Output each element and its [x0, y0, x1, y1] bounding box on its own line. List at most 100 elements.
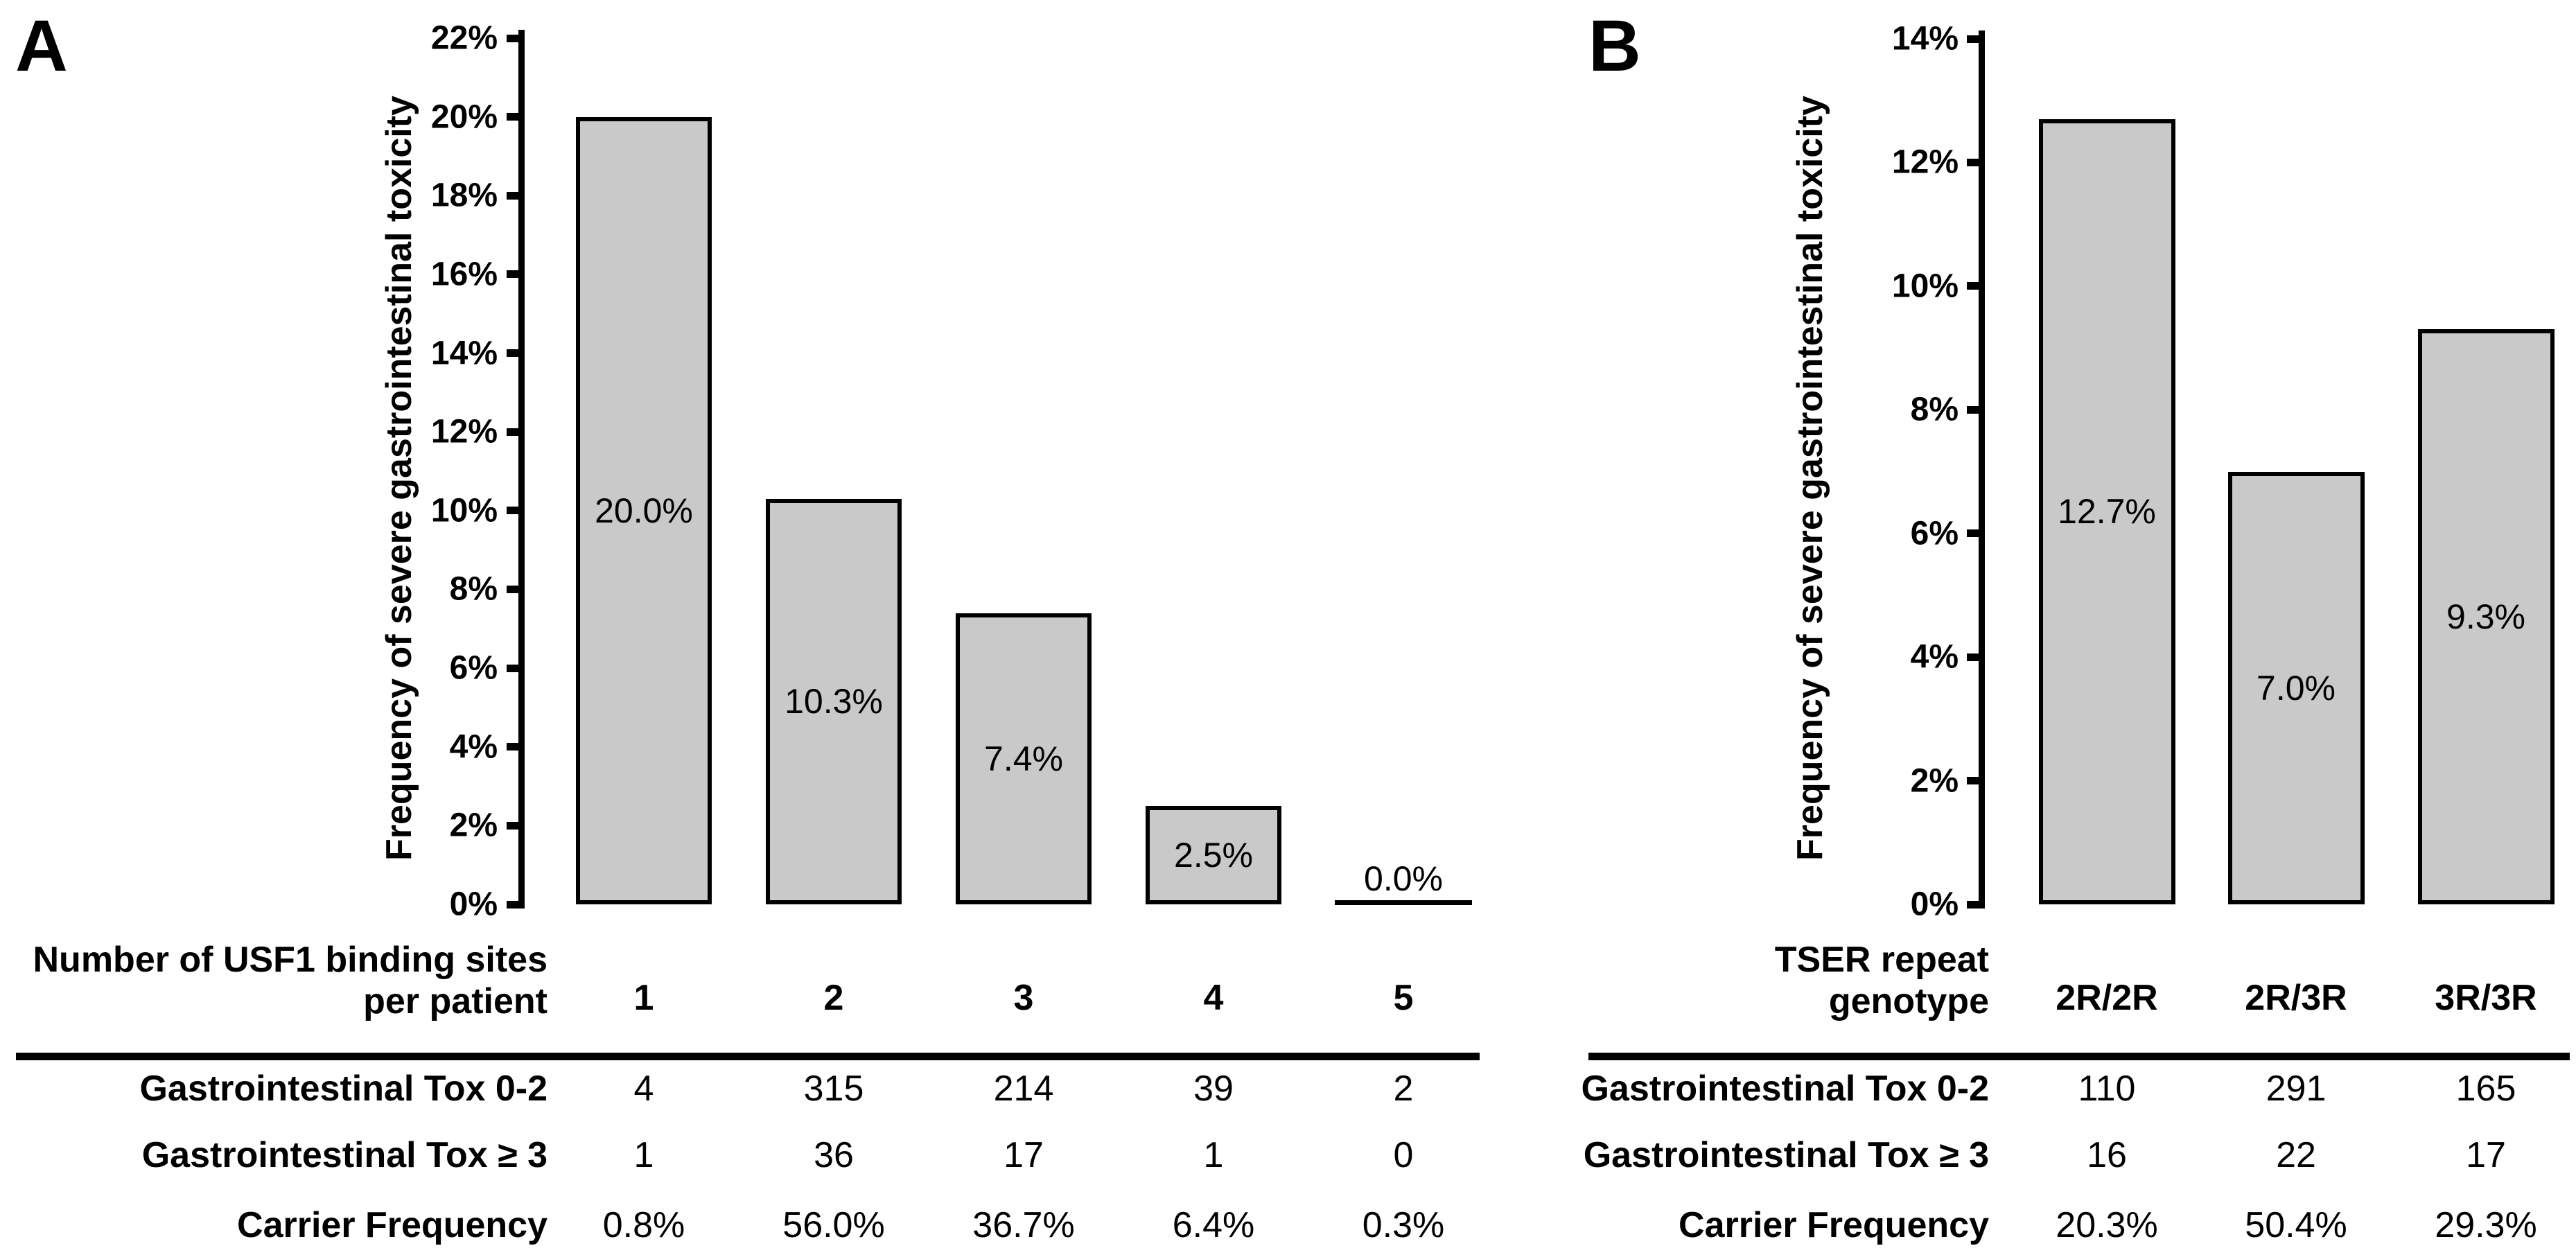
- y-axis-tick: [1967, 282, 1985, 290]
- y-axis-tick-label: 14%: [430, 335, 498, 372]
- table-cell-value: 22: [2276, 1135, 2316, 1175]
- panel-label-a: A: [15, 6, 68, 87]
- category-label: 1: [633, 978, 654, 1018]
- y-axis-tick: [507, 507, 525, 515]
- table-cell-value: 0: [1393, 1135, 1414, 1175]
- zero-height-bar-line: [1335, 900, 1472, 905]
- bar: [766, 498, 902, 904]
- bar: [2227, 471, 2365, 904]
- bar: [956, 613, 1092, 904]
- bar-value-label: 20.0%: [595, 491, 693, 530]
- y-axis-tick-label: 10%: [430, 492, 498, 529]
- table-cell-value: 50.4%: [2245, 1205, 2347, 1245]
- y-axis-tick-label: 14%: [1891, 20, 1959, 58]
- y-axis-tick-label: 4%: [1910, 638, 1959, 676]
- table-cell-value: 17: [1004, 1135, 1044, 1175]
- y-axis-tick-label: 16%: [430, 256, 498, 293]
- table-cell-value: 165: [2455, 1069, 2516, 1109]
- table-cell-value: 36.7%: [972, 1205, 1075, 1245]
- bar: [576, 116, 712, 904]
- y-axis-tick-label: 12%: [430, 413, 498, 450]
- table-cell-value: 4: [633, 1069, 654, 1109]
- table-cell-value: 315: [803, 1069, 864, 1109]
- table-cell-value: 20.3%: [2056, 1205, 2158, 1245]
- y-axis-tick-label: 12%: [1891, 143, 1959, 181]
- table-cell-value: 214: [993, 1069, 1054, 1109]
- category-label: 2R/2R: [2056, 978, 2158, 1018]
- category-label: 5: [1393, 978, 1414, 1018]
- y-axis-tick: [507, 34, 525, 42]
- table-cell-value: 17: [2466, 1135, 2506, 1175]
- panel-label-b: B: [1588, 6, 1641, 87]
- y-axis-tick: [507, 428, 525, 436]
- table-cell-value: 56.0%: [782, 1205, 885, 1245]
- bar: [1146, 805, 1281, 904]
- y-axis-tick-label: 10%: [1891, 267, 1959, 305]
- bar-value-label: 10.3%: [785, 682, 883, 721]
- y-axis-tick: [1967, 777, 1985, 785]
- y-axis-tick: [507, 113, 525, 121]
- y-axis-line: [518, 30, 525, 904]
- bar-value-label: 2.5%: [1174, 835, 1253, 875]
- table-cell-value: 291: [2266, 1069, 2327, 1109]
- y-axis-tick: [1967, 900, 1985, 909]
- y-axis-title: Frequency of severe gastrointestinal tox…: [379, 96, 419, 861]
- table-cell-value: 0.8%: [602, 1205, 685, 1245]
- table-header-line: genotype: [1828, 981, 1989, 1021]
- bar-value-label: 9.3%: [2446, 597, 2525, 637]
- bar-value-label: 7.4%: [984, 739, 1063, 778]
- table-row-label: Gastrointestinal Tox ≥ 3: [141, 1135, 547, 1175]
- table-cell-value: 29.3%: [2435, 1205, 2537, 1245]
- y-axis-tick-label: 6%: [1910, 515, 1959, 552]
- table-cell-value: 2: [1393, 1069, 1414, 1109]
- table-row-label: Gastrointestinal Tox 0-2: [1581, 1069, 1989, 1109]
- y-axis-tick: [1967, 158, 1985, 166]
- bar-value-label: 0.0%: [1364, 859, 1443, 898]
- table-cell-value: 16: [2087, 1135, 2127, 1175]
- bar-value-label: 12.7%: [2058, 492, 2156, 532]
- y-axis-tick: [1967, 35, 1985, 43]
- y-axis-tick: [507, 349, 525, 358]
- table-row-label: Gastrointestinal Tox 0-2: [139, 1069, 547, 1109]
- y-axis-tick-label: 6%: [449, 649, 498, 687]
- y-axis-tick: [1967, 653, 1985, 661]
- table-cell-value: 1: [633, 1135, 654, 1175]
- table-cell-value: 6.4%: [1172, 1205, 1255, 1245]
- table-cell-value: 36: [814, 1135, 854, 1175]
- table-header-line: Number of USF1 binding sites: [33, 940, 548, 980]
- y-axis-tick-label: 8%: [1910, 391, 1959, 428]
- table-header-line: per patient: [363, 981, 547, 1021]
- y-axis-tick: [507, 585, 525, 593]
- y-axis-title: Frequency of severe gastrointestinal tox…: [1790, 96, 1830, 861]
- bar-value-label: 7.0%: [2257, 668, 2336, 708]
- y-axis-tick: [507, 821, 525, 830]
- table-row-label: Carrier Frequency: [237, 1205, 547, 1245]
- y-axis-tick: [1967, 529, 1985, 538]
- table-cell-value: 110: [2078, 1069, 2136, 1109]
- y-axis-tick: [507, 664, 525, 672]
- y-axis-tick: [1967, 405, 1985, 414]
- y-axis-tick-label: 18%: [430, 177, 498, 214]
- bar: [2038, 119, 2175, 904]
- y-axis-tick-label: 8%: [449, 570, 498, 608]
- table-separator-line: [16, 1053, 1480, 1060]
- y-axis-tick-label: 2%: [1910, 762, 1959, 800]
- table-row-label: Gastrointestinal Tox ≥ 3: [1583, 1135, 1989, 1175]
- y-axis-tick: [507, 191, 525, 200]
- y-axis-line: [1979, 30, 1985, 904]
- y-axis-tick-label: 20%: [430, 98, 498, 136]
- y-axis-tick: [507, 743, 525, 751]
- table-cell-value: 39: [1193, 1069, 1234, 1109]
- y-axis-tick-label: 0%: [1910, 886, 1959, 923]
- table-header-line: TSER repeat: [1774, 940, 1989, 980]
- y-axis-tick-label: 2%: [449, 807, 498, 844]
- table-row-label: Carrier Frequency: [1679, 1205, 1989, 1245]
- category-label: 4: [1203, 978, 1224, 1018]
- table-separator-line: [1588, 1053, 2570, 1060]
- category-label: 2: [823, 978, 844, 1018]
- table-cell-value: 0.3%: [1362, 1205, 1445, 1245]
- y-axis-tick-label: 4%: [449, 728, 498, 766]
- category-label: 3: [1013, 978, 1034, 1018]
- category-label: 3R/3R: [2435, 978, 2537, 1018]
